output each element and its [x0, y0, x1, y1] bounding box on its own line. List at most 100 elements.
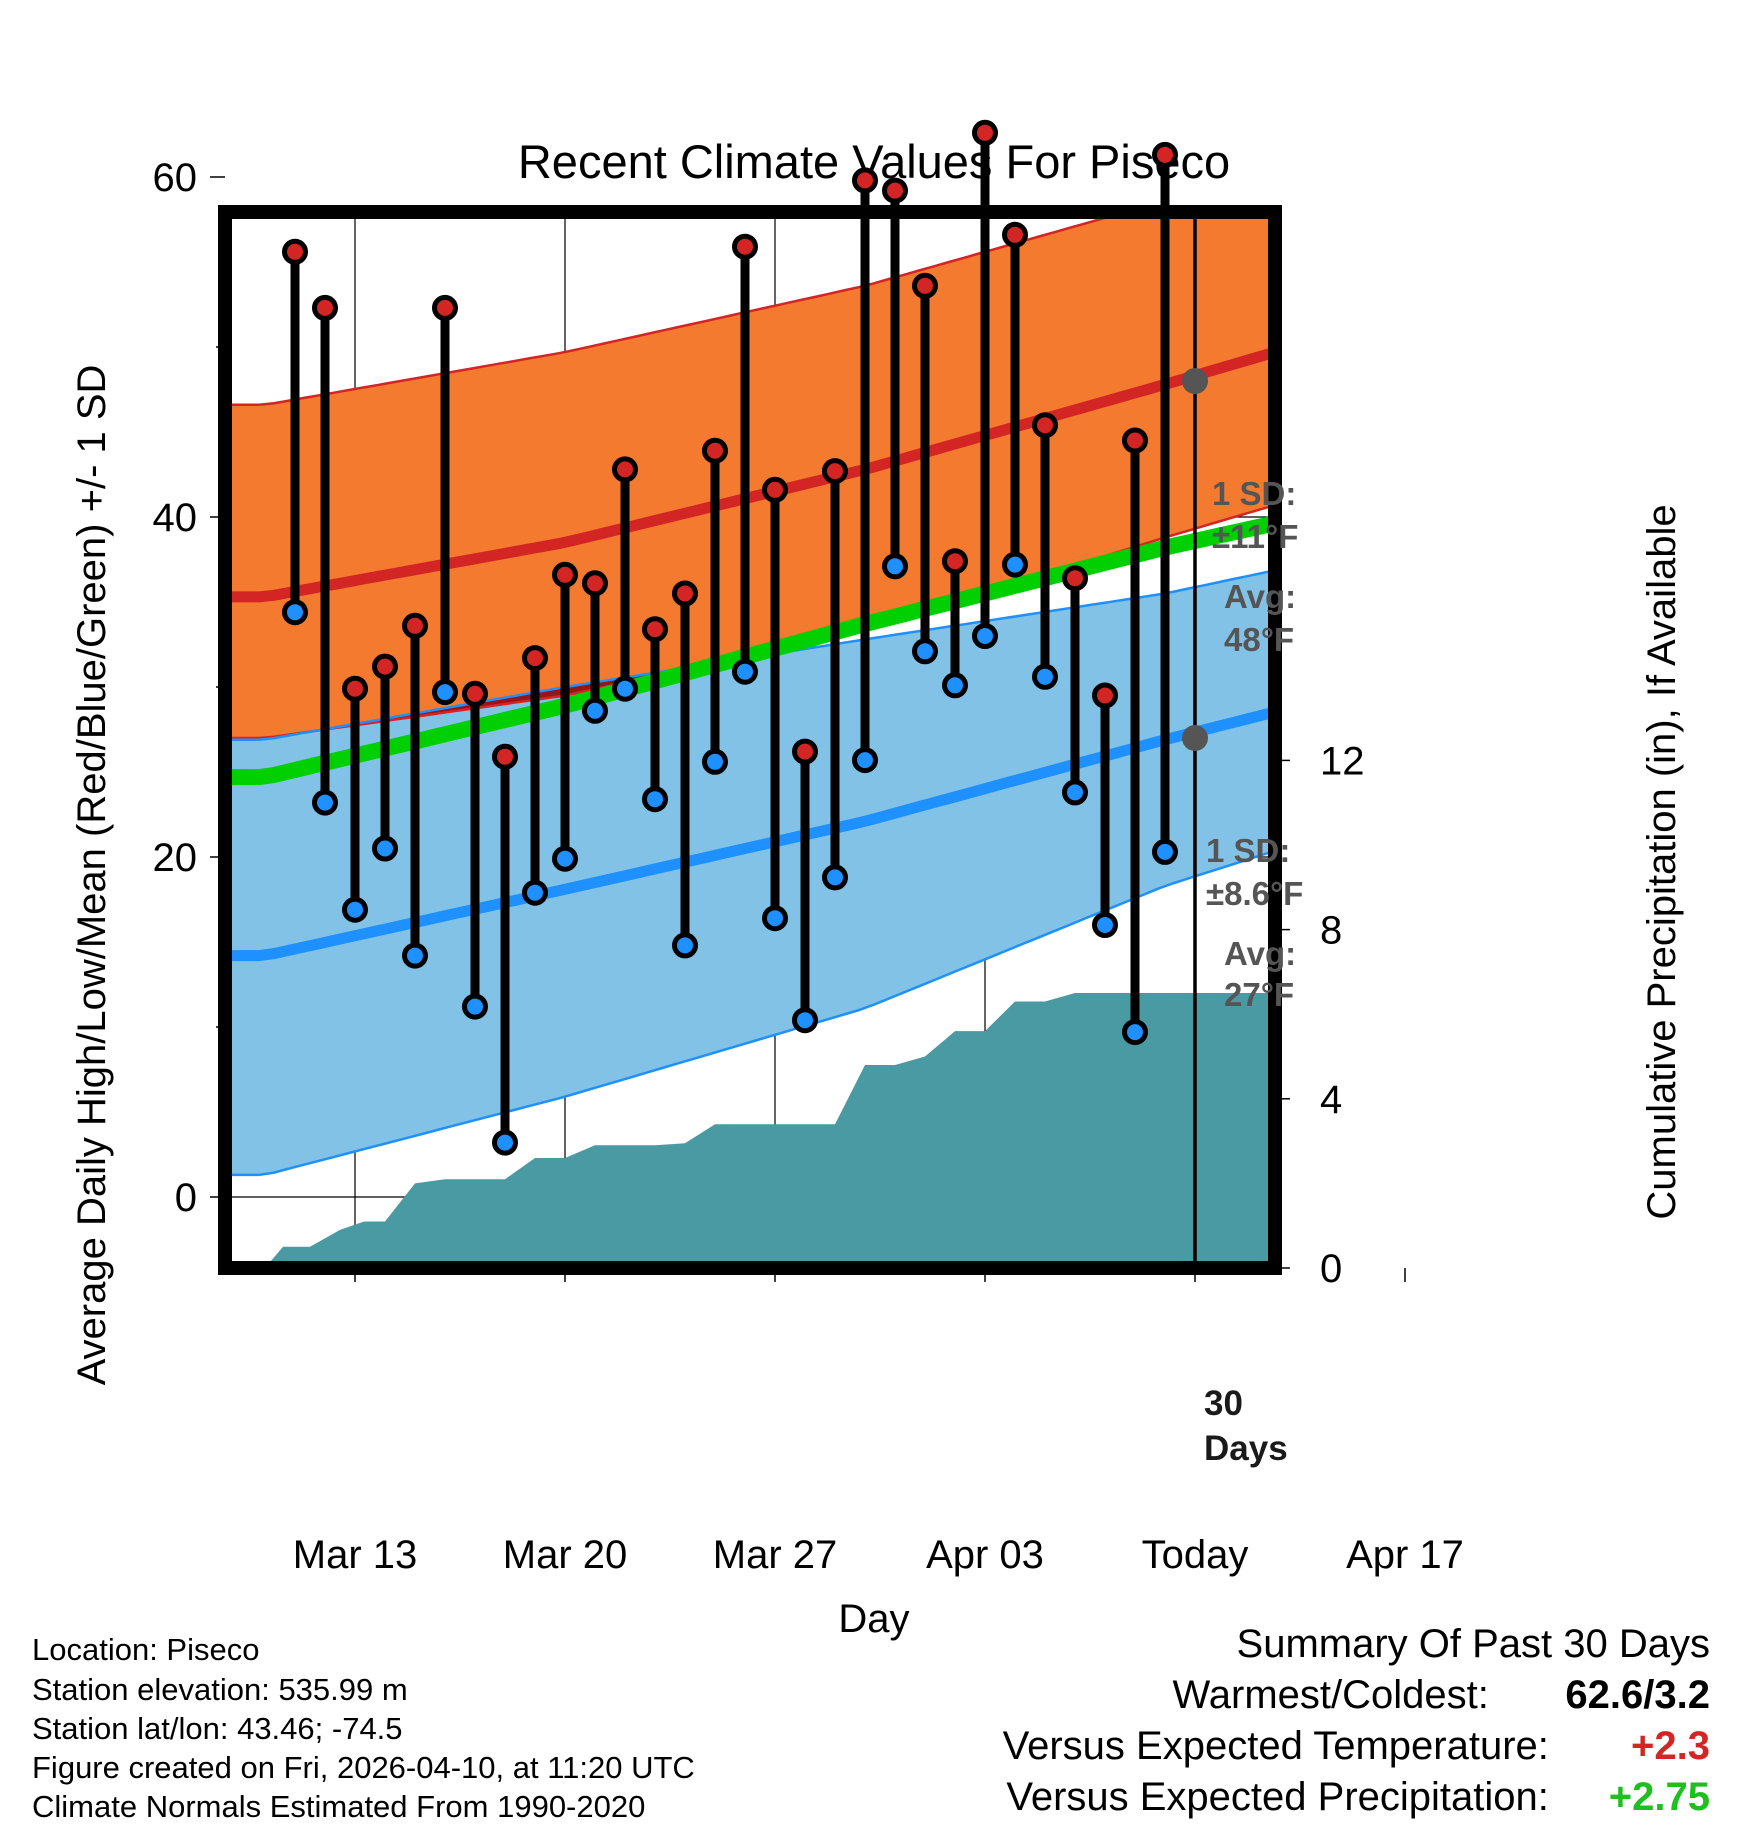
low-point [492, 1129, 518, 1156]
low-point [972, 623, 998, 649]
high-point [1122, 427, 1148, 454]
high-point [822, 458, 848, 485]
high-point [672, 580, 698, 607]
x-tick-label-4: Today [1142, 1533, 1249, 1577]
info-latlon: Station lat/lon: 43.46; -74.5 [32, 1711, 403, 1746]
high-point [942, 548, 968, 575]
high-point [762, 476, 788, 503]
high-sd-label: 1 SD: [1212, 475, 1296, 512]
summary-precip-row: Versus Expected Precipitation: +2.75 [1006, 1775, 1710, 1820]
left-tick-label-3: 60 [153, 156, 198, 200]
low-sd-label: 1 SD: [1206, 832, 1290, 869]
high-point [402, 612, 428, 639]
low-point [882, 553, 908, 580]
x-tick-label-2: Mar 27 [713, 1533, 838, 1577]
high-point [462, 680, 488, 707]
right-tick-label-1: 4 [1320, 1078, 1342, 1122]
precip-area [229, 993, 1275, 1268]
high-point [492, 743, 518, 770]
low-sd-value: ±8.6°F [1206, 875, 1303, 912]
plot-frame [218, 205, 1282, 1275]
high-point [312, 294, 338, 321]
low-point [642, 786, 668, 813]
y-axis-label-left: Average Daily High/Low/Mean (Red/Blue/Gr… [70, 365, 114, 1386]
low-point [1152, 838, 1178, 865]
summary-temp-value: +2.3 [1631, 1724, 1710, 1768]
summary-title: Summary Of Past 30 Days [1236, 1622, 1710, 1666]
x-tick-label-3: Apr 03 [926, 1533, 1044, 1577]
summary-warmest-row: Warmest/Coldest: 62.6/3.2 [1173, 1673, 1711, 1718]
high-point [1062, 565, 1088, 592]
low-point [1032, 663, 1058, 690]
high-sd-value: ±11°F [1212, 518, 1298, 555]
info-location: Location: Piseco [32, 1632, 260, 1667]
low-point [552, 845, 578, 872]
high-avg-marker [1182, 368, 1208, 394]
x-axis-label: Day [838, 1597, 909, 1641]
high-point [792, 738, 818, 765]
high-mean-line [229, 346, 1275, 603]
low-point [1122, 1019, 1148, 1046]
low-avg-marker [1182, 725, 1208, 751]
low-point [792, 1007, 818, 1034]
low-point [372, 835, 398, 862]
summary-temp-label: Versus Expected Temperature: [1002, 1724, 1549, 1768]
summary-warmest-label: Warmest/Coldest: [1172, 1673, 1489, 1717]
low-point [582, 697, 608, 724]
low-avg-value: 27°F [1224, 976, 1294, 1013]
low-point [402, 942, 428, 969]
avg-mean-line [229, 515, 1275, 786]
low-point [1002, 551, 1028, 578]
low-point [912, 638, 938, 665]
data-marks [282, 119, 1178, 1156]
low-point [282, 599, 308, 626]
high-point [1092, 682, 1118, 709]
high-point [372, 653, 398, 680]
right-tick-label-0: 0 [1320, 1247, 1342, 1291]
high-point [612, 456, 638, 483]
high-point [282, 238, 308, 265]
low-point [432, 679, 458, 706]
low-point [672, 932, 698, 959]
high-point [882, 177, 908, 204]
info-elevation: Station elevation: 535.99 m [32, 1672, 408, 1707]
high-point [582, 570, 608, 597]
low-point [312, 789, 338, 816]
plot-area [218, 205, 1282, 1275]
annotation-labels: 1 SD: ±11°F Avg: 48°F 1 SD: ±8.6°F Avg: 27°F 30 D… [1182, 368, 1303, 1468]
low-point [1092, 912, 1118, 938]
info-created: Figure created on Fri, 2026-04-10, at 11… [32, 1750, 695, 1785]
high-point [972, 119, 998, 146]
summary-precip-label: Versus Expected Precipitation: [1006, 1775, 1549, 1819]
low-point [462, 993, 488, 1020]
summary-warmest-value: 62.6/3.2 [1565, 1673, 1710, 1717]
x-tick-label-0: Mar 13 [293, 1533, 418, 1577]
high-upper-edge [229, 212, 1131, 407]
left-tick-label-1: 20 [153, 836, 198, 880]
x-tick-label-5: Apr 17 [1346, 1533, 1464, 1577]
high-avg-label: Avg: [1224, 578, 1296, 615]
summary-precip-value: +2.75 [1608, 1775, 1710, 1819]
high-point [642, 616, 668, 643]
window-label-unit: Days [1204, 1429, 1288, 1468]
low-point [342, 896, 368, 923]
high-avg-value: 48°F [1224, 621, 1294, 658]
window-label-number: 30 [1204, 1384, 1243, 1423]
left-tick-label-2: 40 [153, 496, 198, 540]
high-point [1152, 141, 1178, 168]
low-point [702, 748, 728, 775]
axes: 0 20 40 60 0 4 8 12 Mar 13 Mar 20 Mar 27 Apr 03 Toda… [153, 156, 1464, 1577]
low-point [732, 658, 758, 685]
high-point [1002, 221, 1028, 248]
high-point [732, 233, 758, 260]
high-point [342, 675, 368, 702]
x-tick-label-1: Mar 20 [503, 1533, 628, 1577]
low-point [522, 879, 548, 906]
low-point [942, 672, 968, 699]
right-tick-label-2: 8 [1320, 909, 1342, 953]
low-lower-edge [229, 849, 1275, 1177]
low-avg-label: Avg: [1224, 935, 1296, 972]
high-point [852, 167, 878, 194]
low-point [762, 905, 788, 932]
